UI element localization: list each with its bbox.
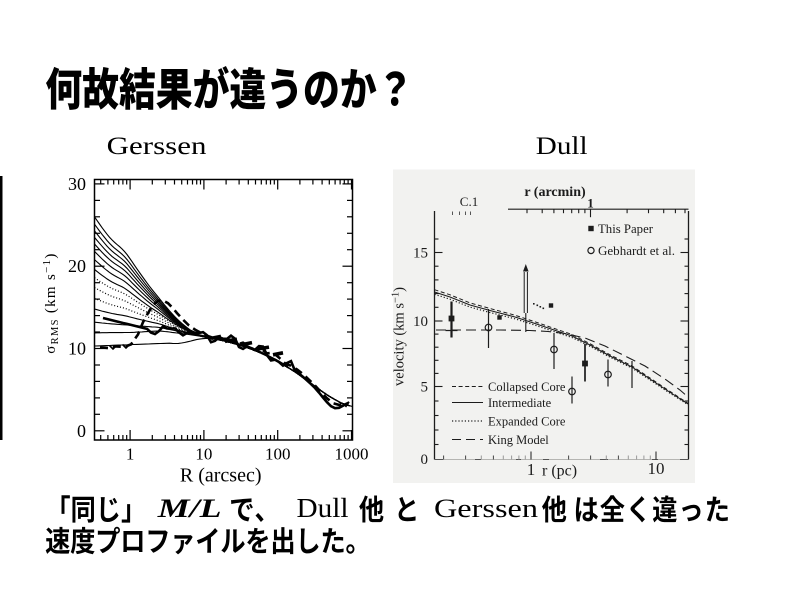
svg-text:10: 10 <box>648 459 665 478</box>
svg-text:Intermediate: Intermediate <box>488 396 552 410</box>
svg-text:30: 30 <box>68 174 86 194</box>
svg-text:Gebhardt et al.: Gebhardt et al. <box>598 244 675 258</box>
svg-text:r (pc): r (pc) <box>542 463 577 480</box>
svg-text:Dull: Dull <box>297 493 349 523</box>
svg-text:15: 15 <box>413 246 428 262</box>
svg-text:M/L: M/L <box>156 494 221 523</box>
svg-text:σRMS (km s−1): σRMS (km s−1) <box>41 252 61 353</box>
svg-text:20: 20 <box>68 256 86 276</box>
svg-text:King Model: King Model <box>488 433 549 447</box>
svg-text:Gerssen: Gerssen <box>107 133 207 160</box>
svg-text:This Paper: This Paper <box>598 222 654 236</box>
svg-text:1000: 1000 <box>335 445 369 464</box>
svg-text:10: 10 <box>195 445 212 464</box>
svg-text:10: 10 <box>68 339 86 359</box>
svg-text:Gerssen: Gerssen <box>434 494 538 523</box>
svg-text:Collapsed Core: Collapsed Core <box>488 380 566 394</box>
svg-text:1: 1 <box>126 445 135 464</box>
svg-text:1: 1 <box>527 460 536 479</box>
svg-text:r (arcmin): r (arcmin) <box>524 185 586 200</box>
svg-text:5: 5 <box>421 380 429 396</box>
svg-text:C.1: C.1 <box>460 194 478 209</box>
svg-text:100: 100 <box>265 445 291 464</box>
svg-text:0: 0 <box>421 452 429 468</box>
svg-text:Expanded Core: Expanded Core <box>488 415 566 429</box>
svg-text:Dull: Dull <box>536 133 588 160</box>
svg-text:R (arcsec): R (arcsec) <box>180 465 262 487</box>
svg-text:0: 0 <box>77 421 86 441</box>
svg-text:1: 1 <box>587 196 594 211</box>
svg-text:10: 10 <box>413 314 428 330</box>
svg-text:velocity (km s−1): velocity (km s−1) <box>391 287 408 386</box>
